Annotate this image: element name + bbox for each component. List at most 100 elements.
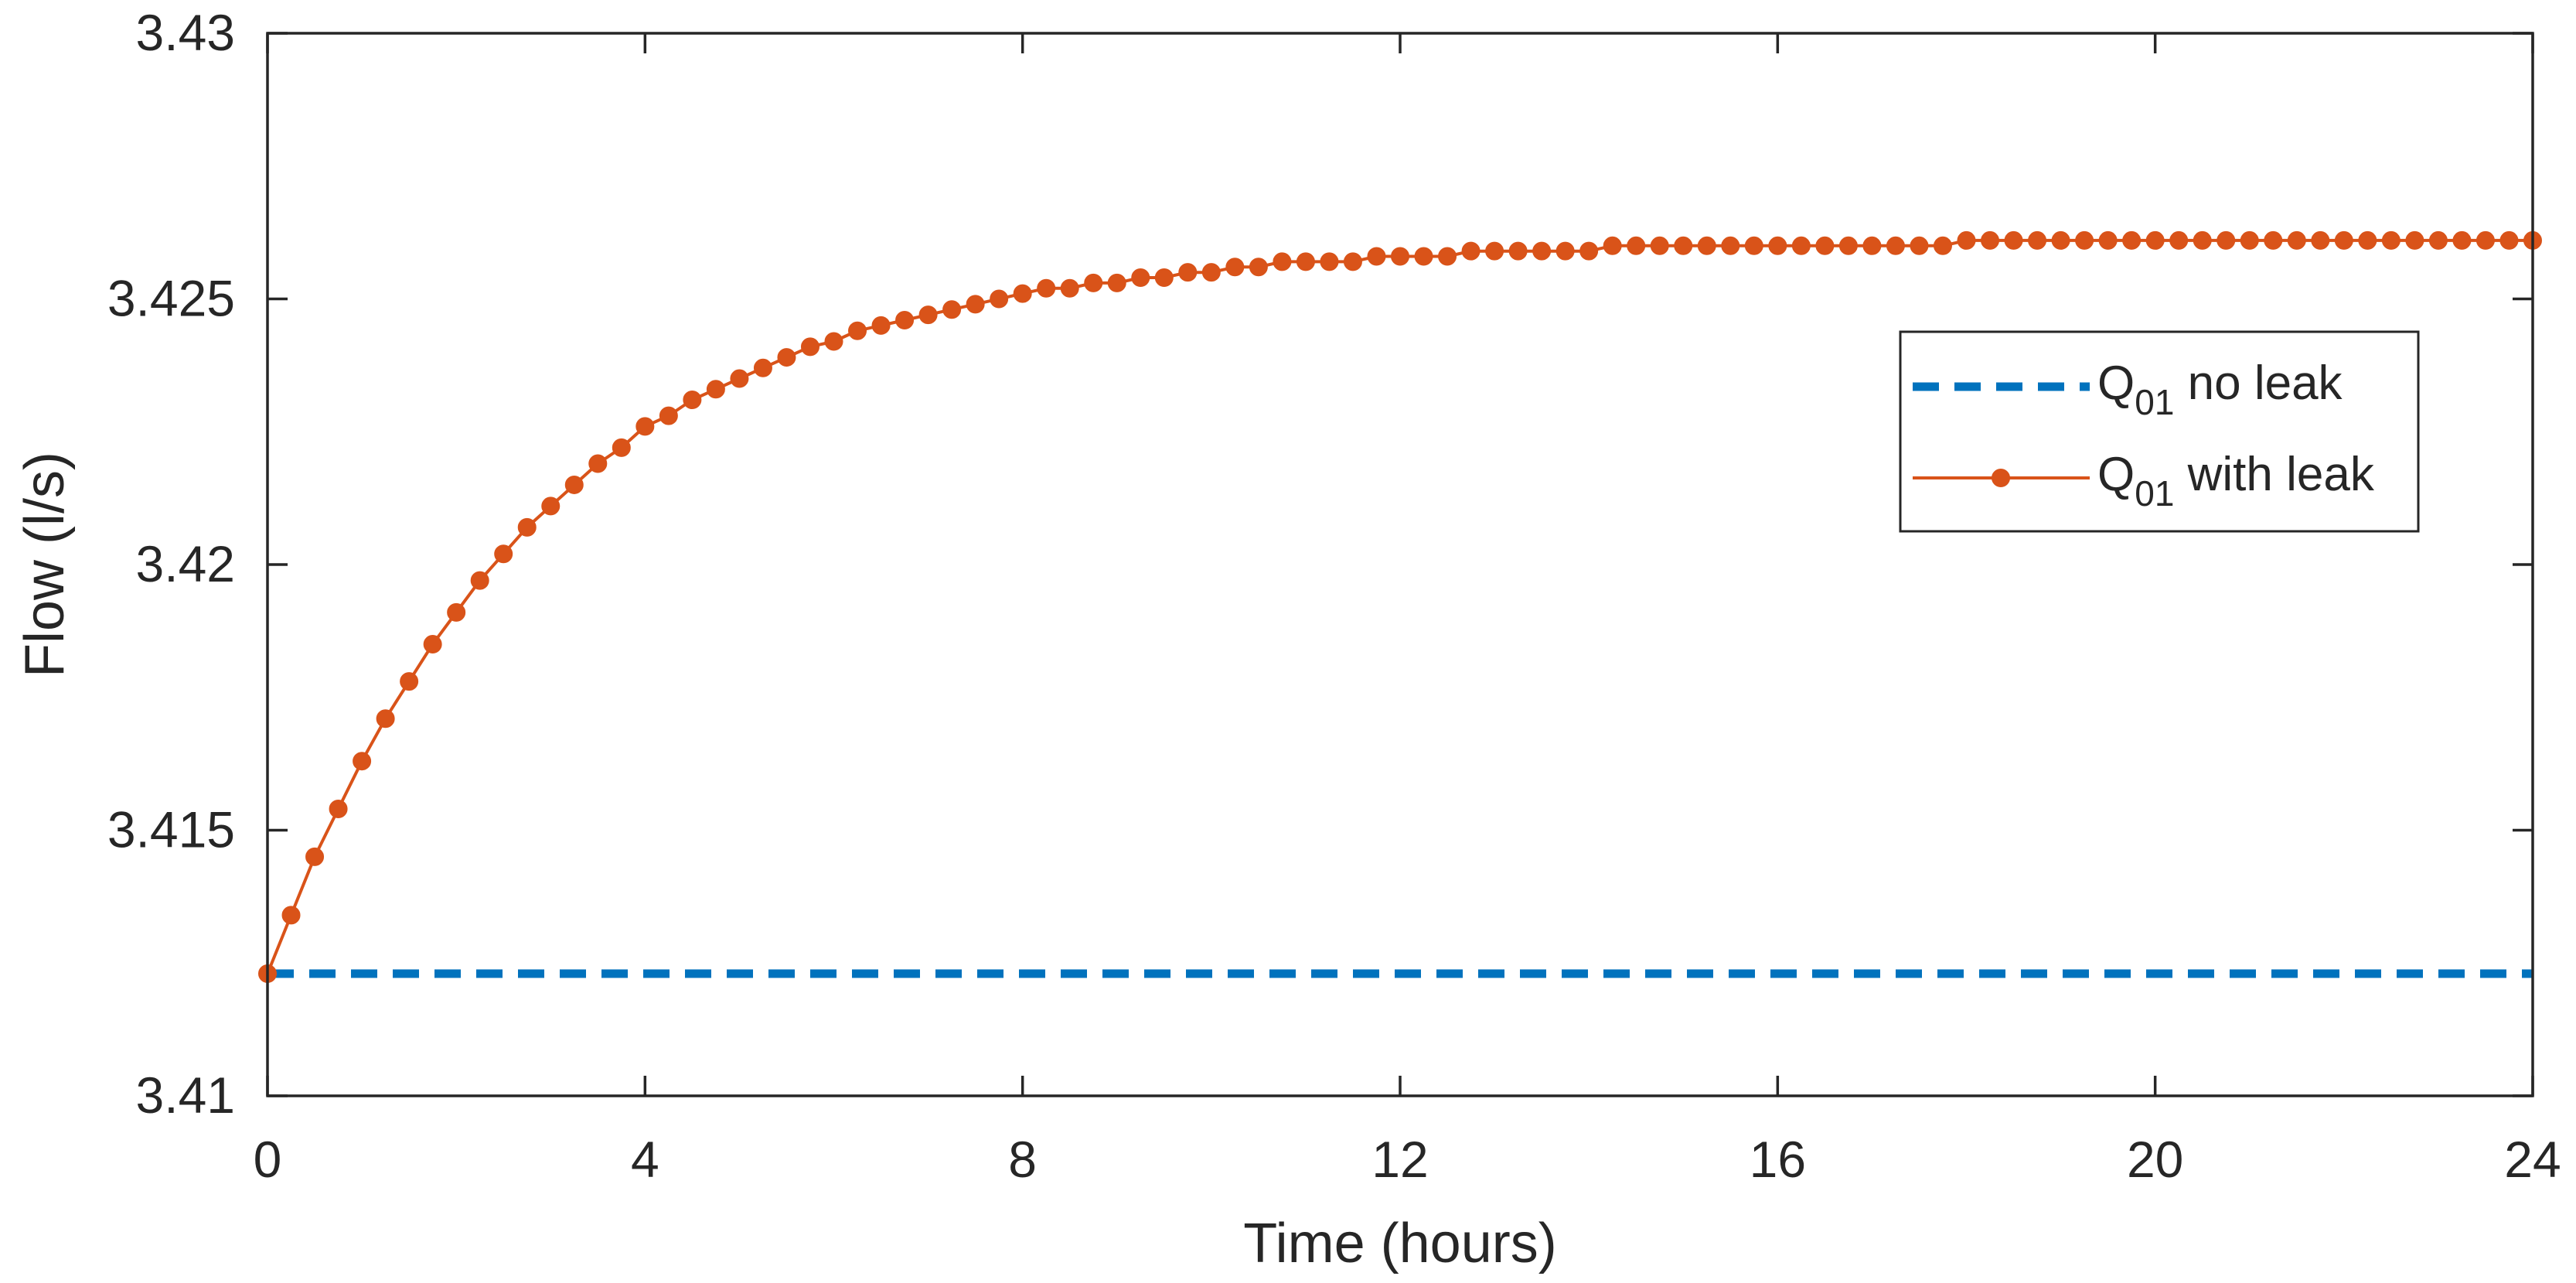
series-1-point-7 [423, 635, 442, 654]
series-1-point-5 [376, 709, 395, 729]
legend-label-no-leak-prefix: Q [2097, 357, 2135, 410]
plot-area [258, 32, 2542, 1097]
series-1-point-90 [2381, 230, 2401, 250]
x-tick-label-5: 20 [2127, 1131, 2183, 1188]
series-1-point-80 [2145, 230, 2165, 250]
series-1-point-95 [2499, 230, 2519, 250]
series-1-point-4 [353, 752, 372, 771]
series-1-point-81 [2169, 230, 2189, 250]
series-1-point-15 [612, 438, 631, 457]
series-1-point-33 [1037, 278, 1056, 298]
series-1-point-79 [2122, 230, 2142, 250]
x-tick-labels: 0 4 8 12 16 20 24 [254, 1131, 2561, 1188]
series-1-point-84 [2240, 230, 2259, 250]
series-1-point-19 [706, 380, 725, 399]
series-1-point-45 [1320, 252, 1339, 271]
series-1-point-21 [753, 358, 772, 377]
series-1-point-9 [470, 571, 489, 590]
series-1-point-75 [2028, 230, 2047, 250]
series-1-point-12 [541, 496, 561, 516]
series-1-point-30 [966, 295, 985, 314]
series-1-point-70 [1910, 236, 1929, 255]
legend-label-no-leak-suffix: no leak [2174, 357, 2343, 410]
series-1-point-61 [1697, 236, 1716, 255]
series-1-point-94 [2475, 230, 2495, 250]
series-1-point-11 [517, 517, 537, 537]
series-1-point-26 [871, 316, 891, 335]
series-1-point-89 [2358, 230, 2377, 250]
series-1-point-28 [918, 305, 938, 325]
series-1-point-73 [1981, 230, 2000, 250]
series-1-point-47 [1367, 247, 1386, 266]
series-1-point-17 [659, 406, 678, 425]
series-1-point-2 [305, 847, 325, 866]
x-tick-label-6: 24 [2504, 1131, 2561, 1188]
series-1-point-35 [1084, 273, 1103, 292]
series-1-point-78 [2098, 230, 2118, 250]
series-1-point-24 [824, 332, 843, 351]
series-1-point-83 [2217, 230, 2236, 250]
legend-label-with-leak: Q01 with leak [2097, 448, 2375, 514]
y-tick-labels: 3.41 3.415 3.42 3.425 3.43 [107, 4, 235, 1124]
series-1-point-43 [1273, 252, 1292, 271]
series-1-point-10 [494, 544, 513, 564]
series-1-point-3 [329, 800, 348, 819]
legend-label-no-leak-subscript: 01 [2135, 382, 2174, 422]
series-1-point-52 [1485, 241, 1504, 261]
series-1-point-16 [635, 417, 655, 436]
series-1-point-40 [1201, 263, 1221, 282]
series-1-point-51 [1461, 241, 1481, 261]
y-tick-label-0: 3.41 [136, 1066, 235, 1124]
legend: Q01 no leak Q01 with leak [1899, 330, 2420, 533]
series-1-point-14 [588, 454, 608, 473]
series-1-point-25 [848, 321, 867, 340]
series-1-point-62 [1721, 236, 1740, 255]
series-1-point-60 [1674, 236, 1693, 255]
series-1-point-59 [1650, 236, 1669, 255]
series-layer [258, 230, 2542, 983]
series-1-point-37 [1131, 268, 1150, 288]
x-tick-label-3: 12 [1371, 1131, 1428, 1188]
series-1-point-18 [683, 391, 702, 410]
series-1-point-6 [400, 672, 419, 691]
series-1-point-87 [2311, 230, 2330, 250]
series-1-point-56 [1579, 241, 1599, 261]
series-1-point-27 [895, 310, 915, 329]
series-1-point-41 [1225, 258, 1245, 277]
series-1-point-22 [777, 348, 796, 367]
series-1-point-82 [2193, 230, 2212, 250]
series-1-point-36 [1107, 273, 1126, 292]
series-1-point-46 [1343, 252, 1362, 271]
series-1-point-50 [1438, 247, 1457, 266]
axes-box [266, 32, 2534, 1097]
series-1-point-92 [2428, 230, 2448, 250]
series-1-point-48 [1391, 247, 1409, 266]
y-tick-label-1: 3.415 [107, 801, 235, 858]
series-1-point-91 [2405, 230, 2424, 250]
series-1-point-74 [2004, 230, 2023, 250]
series-1-point-77 [2075, 230, 2094, 250]
series-1-point-71 [1933, 236, 1952, 255]
legend-label-no-leak: Q01 no leak [2097, 357, 2343, 422]
series-1-point-72 [1957, 230, 1976, 250]
series-1-point-76 [2051, 230, 2070, 250]
legend-label-with-leak-subscript: 01 [2135, 473, 2174, 514]
y-tick-label-3: 3.425 [107, 270, 235, 327]
y-tick-label-2: 3.42 [136, 535, 235, 592]
series-1-point-8 [447, 602, 466, 622]
series-1-point-39 [1178, 263, 1198, 282]
x-tick-label-2: 8 [1008, 1131, 1037, 1188]
series-1-point-58 [1627, 236, 1646, 255]
series-1-point-42 [1249, 258, 1268, 277]
series-1-point-64 [1768, 236, 1787, 255]
series-1-point-34 [1060, 278, 1079, 298]
series-1-point-57 [1603, 236, 1622, 255]
series-1-point-93 [2452, 230, 2472, 250]
series-1-point-85 [2264, 230, 2283, 250]
series-1-point-13 [564, 475, 584, 494]
series-1-point-31 [990, 289, 1009, 309]
x-axis-label: Time (hours) [1243, 1213, 1556, 1274]
series-1-point-66 [1815, 236, 1835, 255]
series-1-point-38 [1154, 268, 1174, 288]
